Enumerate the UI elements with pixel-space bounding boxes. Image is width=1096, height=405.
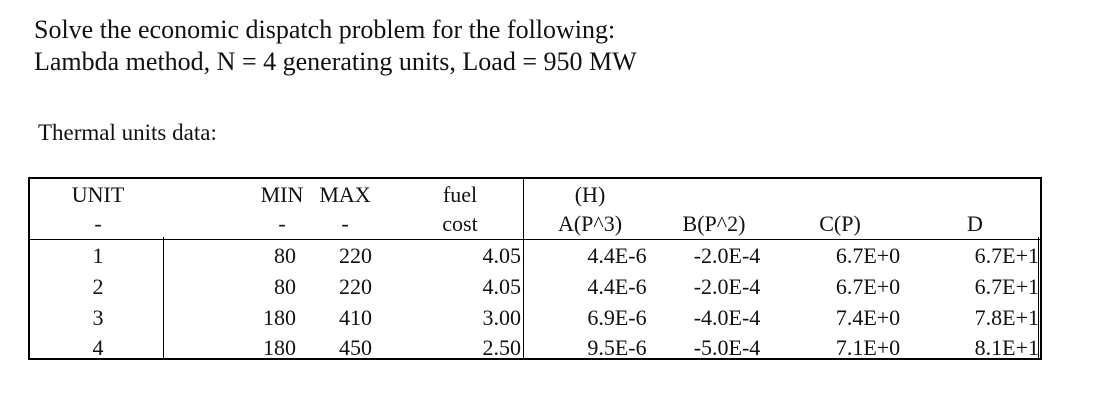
table-cell-c: 6.7E+0	[835, 243, 901, 268]
table-cell-d: 8.1E+1	[974, 335, 1039, 360]
header-h-label: (H)	[574, 182, 606, 207]
thermal-units-heading: Thermal units data:	[38, 120, 217, 145]
table-cell-max: 220	[339, 243, 372, 268]
table-cell-max: 220	[339, 274, 372, 299]
table-cell-unit: 1	[92, 243, 104, 268]
table-cell-a: 4.4E-6	[587, 243, 647, 268]
table-cell-b: -2.0E-4	[693, 274, 761, 299]
table-cell-fuel: 4.05	[482, 274, 522, 299]
unit-column-divider	[163, 237, 164, 358]
header-c-sublabel: C(P)	[819, 211, 861, 236]
table-cell-max: 410	[339, 305, 372, 330]
problem-statement-line-2: Lambda method, N = 4 generating units, L…	[34, 47, 637, 76]
table-cell-b: -4.0E-4	[693, 305, 761, 330]
table-cell-c: 6.7E+0	[835, 274, 901, 299]
table-cell-unit: 3	[92, 305, 104, 330]
thermal-units-table: UNIT MIN MAX fuel (H) - - - cost A(P^3) B(P^2) C(P)…	[28, 177, 1042, 360]
header-fuel-label: fuel	[442, 182, 478, 207]
table-cell-a: 4.4E-6	[587, 274, 647, 299]
table-cell-min: 80	[274, 274, 296, 299]
header-max-label: MAX	[319, 182, 371, 207]
table-cell-d: 6.7E+1	[974, 243, 1039, 268]
table-cell-min: 80	[274, 243, 296, 268]
table-cell-b: -2.0E-4	[693, 243, 761, 268]
table-cell-c: 7.4E+0	[835, 305, 901, 330]
header-d-sublabel: D	[967, 211, 983, 236]
problem-statement-line-1: Solve the economic dispatch problem for …	[34, 15, 616, 44]
table-cell-d: 6.7E+1	[974, 274, 1039, 299]
header-max-sublabel: -	[341, 211, 349, 236]
table-cell-min: 180	[263, 335, 296, 360]
header-min-sublabel: -	[278, 211, 286, 236]
table-cell-c: 7.1E+0	[835, 335, 901, 360]
header-unit-label: UNIT	[71, 182, 125, 207]
table-cell-b: -5.0E-4	[693, 335, 761, 360]
table-cell-d: 7.8E+1	[974, 305, 1039, 330]
header-min-label: MIN	[260, 182, 304, 207]
table-cell-fuel: 3.00	[482, 305, 522, 330]
table-cell-a: 6.9E-6	[587, 305, 647, 330]
table-cell-min: 180	[263, 305, 296, 330]
header-b-sublabel: B(P^2)	[682, 211, 746, 236]
table-cell-max: 450	[339, 335, 372, 360]
header-a-sublabel: A(P^3)	[557, 211, 623, 236]
table-cell-unit: 2	[92, 274, 104, 299]
fuel-column-divider	[523, 179, 524, 358]
header-fuel-sublabel: cost	[442, 211, 478, 236]
header-separator	[30, 239, 1040, 240]
table-cell-fuel: 4.05	[482, 243, 522, 268]
table-cell-fuel: 2.50	[482, 335, 522, 360]
table-cell-unit: 4	[92, 335, 104, 360]
table-cell-a: 9.5E-6	[587, 335, 647, 360]
header-unit-sublabel: -	[94, 211, 102, 236]
d-column-divider	[1038, 237, 1039, 358]
